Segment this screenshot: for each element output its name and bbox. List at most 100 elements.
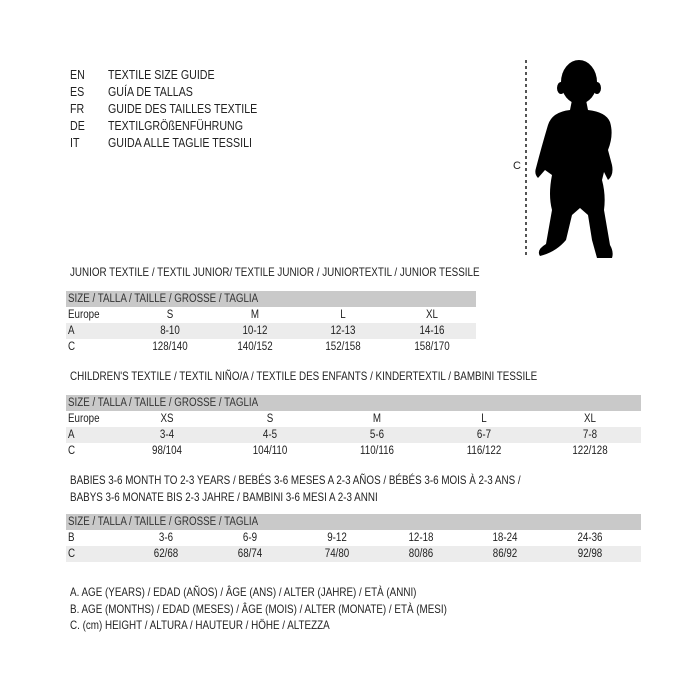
table-row: C 128/140 140/152 152/158 158/170: [66, 339, 476, 355]
table-cell: 24-36: [577, 532, 603, 544]
table-cell: 8-10: [160, 325, 180, 337]
lang-row-es: ES: [70, 83, 87, 100]
table-cell: 158/170: [414, 341, 450, 353]
table-cell: 104/110: [252, 445, 288, 457]
table-cell: 86/92: [492, 548, 518, 560]
table-cell: 152/158: [325, 341, 361, 353]
table-cell: 62/68: [153, 548, 179, 560]
table-cell: XL: [426, 309, 438, 321]
table-cell: 68/74: [237, 548, 263, 560]
table-row: B 3-6 6-9 9-12 12-18 18-24 24-36: [66, 530, 641, 546]
table-cell: 18-24: [492, 532, 518, 544]
lang-code: DE: [70, 118, 85, 133]
row-label: C: [68, 548, 76, 560]
row-label: A: [68, 429, 75, 441]
row-label: A: [68, 325, 75, 337]
children-title: CHILDREN'S TEXTILE / TEXTIL NIÑO/A / TEX…: [70, 368, 640, 385]
table-cell: S: [166, 309, 174, 321]
lang-title: GUÍA DE TALLAS: [108, 84, 193, 99]
table-header: SIZE / TALLA / TAILLE / GRÖSSE / TAGLIA: [66, 291, 476, 307]
lang-code: IT: [70, 135, 80, 150]
table-row: A 3-4 4-5 5-6 6-7 7-8: [66, 427, 641, 443]
table-cell: 122/128: [572, 445, 608, 457]
lang-row-en: EN: [70, 66, 88, 83]
legend-a: A. AGE (YEARS) / EDAD (AÑOS) / ÂGE (ANS)…: [70, 584, 493, 601]
junior-title: JUNIOR TEXTILE / TEXTIL JUNIOR/ TEXTILE …: [70, 264, 569, 281]
table-cell: 12-18: [408, 532, 434, 544]
table-header: SIZE / TALLA / TAILLE / GRÖSSE / TAGLIA: [66, 395, 641, 411]
table-cell: 5-6: [369, 429, 385, 441]
table-cell: 128/140: [152, 341, 188, 353]
table-row: Europe XS S M L XL: [66, 411, 641, 427]
babies-title-line1: BABIES 3-6 MONTH TO 2-3 YEARS / BEBÉS 3-…: [70, 472, 620, 489]
table-cell: 12-13: [330, 325, 356, 337]
lang-text: GUÍA DE TALLAS: [108, 83, 212, 100]
section-title: BABYS 3-6 MONATE BIS 2-3 JAHRE / BAMBINI…: [70, 490, 378, 504]
section-title: BABIES 3-6 MONTH TO 2-3 YEARS / BEBÉS 3-…: [70, 473, 521, 487]
table-cell: 74/80: [324, 548, 350, 560]
table-row: C 62/68 68/74 74/80 80/86 86/92 92/98: [66, 546, 641, 562]
child-silhouette-icon: [535, 60, 613, 258]
lang-text: GUIDE DES TAILLES TEXTILE: [108, 100, 290, 117]
header-label: SIZE / TALLA / TAILLE / GRÖSSE / TAGLIA: [68, 516, 259, 528]
table-cell: L: [340, 309, 346, 321]
lang-title: GUIDA ALLE TAGLIE TESSILI: [108, 135, 252, 150]
table-row: A 8-10 10-12 12-13 14-16: [66, 323, 476, 339]
table-row: C 98/104 104/110 110/116 116/122 122/128: [66, 443, 641, 459]
height-label: C: [513, 160, 521, 172]
lang-text: GUIDA ALLE TAGLIE TESSILI: [108, 134, 284, 151]
table-cell: 80/86: [408, 548, 434, 560]
table-cell: XL: [584, 413, 596, 425]
row-label: Europe: [68, 413, 100, 425]
table-cell: 3-6: [158, 532, 174, 544]
header-label: SIZE / TALLA / TAILLE / GRÖSSE / TAGLIA: [68, 293, 259, 305]
table-header: SIZE / TALLA / TAILLE / GRÖSSE / TAGLIA: [66, 514, 641, 530]
lang-title: GUIDE DES TAILLES TEXTILE: [108, 101, 258, 116]
table-cell: 92/98: [577, 548, 603, 560]
row-label: C: [68, 445, 76, 457]
row-label: Europe: [68, 309, 100, 321]
lang-code: EN: [70, 67, 85, 82]
table-cell: XS: [160, 413, 174, 425]
lang-title: TEXTILGRÖßENFÜHRUNG: [108, 118, 244, 133]
legend-text: A. AGE (YEARS) / EDAD (AÑOS) / ÂGE (ANS)…: [70, 585, 417, 599]
babies-title-line2: BABYS 3-6 MONATE BIS 2-3 JAHRE / BAMBINI…: [70, 489, 445, 506]
table-cell: L: [481, 413, 487, 425]
section-title: CHILDREN'S TEXTILE / TEXTIL NIÑO/A / TEX…: [70, 369, 538, 383]
row-label: C: [68, 341, 76, 353]
table-cell: 9-12: [327, 532, 347, 544]
legend-c: C. (cm) HEIGHT / ALTURA / HAUTEUR / HÖHE…: [70, 617, 387, 634]
table-cell: 6-9: [242, 532, 258, 544]
babies-size-table: SIZE / TALLA / TAILLE / GRÖSSE / TAGLIA B…: [66, 514, 641, 562]
table-cell: 7-8: [582, 429, 598, 441]
legend-b: B. AGE (MONTHS) / EDAD (MESES) / ÂGE (MO…: [70, 601, 530, 618]
lang-code: ES: [70, 84, 85, 99]
lang-row-it: IT: [70, 134, 82, 151]
lang-text: TEXTILE SIZE GUIDE: [108, 66, 238, 83]
table-cell: 14-16: [419, 325, 445, 337]
table-cell: 6-7: [476, 429, 492, 441]
children-size-table: SIZE / TALLA / TAILLE / GRÖSSE / TAGLIA E…: [66, 395, 641, 459]
lang-code: FR: [70, 101, 85, 116]
table-row: Europe S M L XL: [66, 307, 476, 323]
legend-text: B. AGE (MONTHS) / EDAD (MESES) / ÂGE (MO…: [70, 602, 447, 616]
lang-row-fr: FR: [70, 100, 87, 117]
table-cell: M: [250, 309, 260, 321]
table-cell: 3-4: [159, 429, 175, 441]
lang-text: TEXTILGRÖßENFÜHRUNG: [108, 117, 273, 134]
lang-row-de: DE: [70, 117, 88, 134]
table-cell: M: [372, 413, 382, 425]
table-cell: 10-12: [242, 325, 268, 337]
table-cell: 98/104: [152, 445, 182, 457]
child-figure: C: [513, 60, 613, 258]
table-cell: 116/122: [466, 445, 502, 457]
junior-size-table: SIZE / TALLA / TAILLE / GRÖSSE / TAGLIA E…: [66, 291, 476, 355]
table-cell: S: [266, 413, 274, 425]
table-cell: 140/152: [237, 341, 273, 353]
lang-title: TEXTILE SIZE GUIDE: [108, 67, 215, 82]
legend-text: C. (cm) HEIGHT / ALTURA / HAUTEUR / HÖHE…: [70, 618, 330, 632]
header-label: SIZE / TALLA / TAILLE / GRÖSSE / TAGLIA: [68, 397, 259, 409]
table-cell: 110/116: [360, 445, 394, 457]
section-title: JUNIOR TEXTILE / TEXTIL JUNIOR/ TEXTILE …: [70, 265, 480, 279]
table-cell: 4-5: [262, 429, 278, 441]
